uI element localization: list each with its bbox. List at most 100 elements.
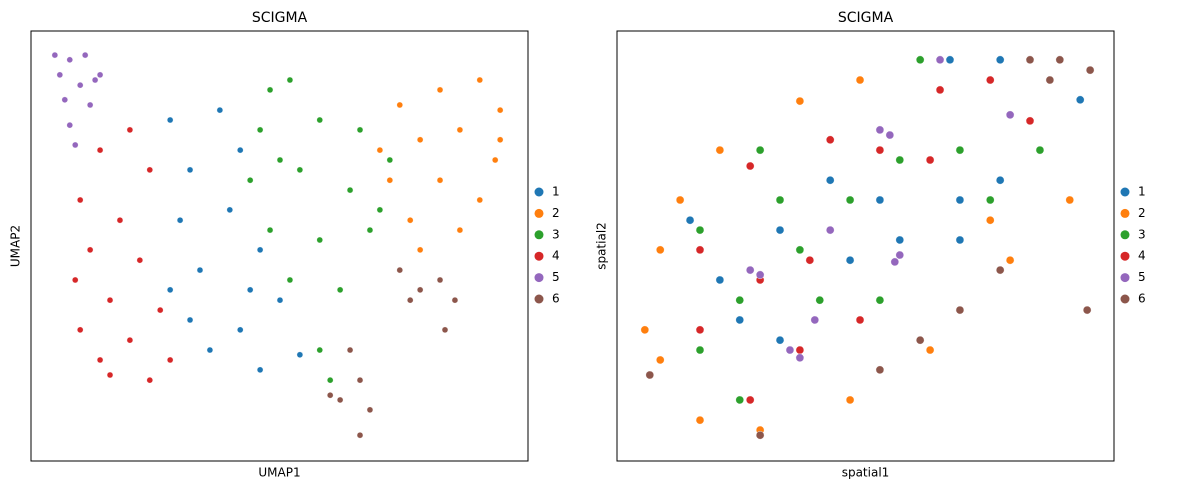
point (266, 226, 274, 234)
point (755, 270, 765, 280)
point (1005, 110, 1015, 120)
point (96, 146, 104, 154)
point (745, 161, 755, 171)
point (96, 356, 104, 364)
point (476, 196, 483, 204)
point (755, 431, 765, 440)
point (945, 55, 955, 65)
point (890, 257, 900, 267)
point (995, 55, 1005, 65)
point (296, 166, 304, 174)
point (237, 146, 244, 154)
point (286, 76, 294, 84)
legend-label: 1 (1138, 185, 1146, 199)
point (376, 206, 384, 214)
y-axis-label: UMAP2 (9, 225, 23, 267)
legend-marker (534, 251, 544, 261)
point (895, 250, 904, 260)
point (755, 145, 765, 155)
point (695, 225, 705, 235)
point (875, 195, 885, 205)
point (72, 276, 79, 284)
point (237, 326, 244, 334)
point (91, 76, 99, 84)
point (366, 406, 374, 414)
point (316, 116, 323, 124)
point (995, 265, 1005, 275)
point (407, 216, 414, 224)
point (476, 76, 483, 84)
point (735, 295, 744, 305)
point (695, 415, 705, 425)
point (955, 195, 965, 205)
legend-marker (1120, 208, 1130, 218)
chart-title: SCIGMA (838, 10, 894, 26)
point (675, 195, 685, 205)
point (186, 316, 194, 324)
point (845, 255, 855, 265)
point (745, 395, 755, 405)
point (875, 365, 885, 375)
point (116, 216, 124, 224)
point (316, 346, 323, 354)
point (925, 345, 935, 355)
point (166, 356, 174, 364)
y-axis-label: spatial2 (595, 222, 609, 270)
point (885, 130, 895, 140)
legend-label: 3 (1138, 227, 1146, 241)
point (995, 176, 1005, 185)
point (826, 225, 835, 235)
point (1065, 195, 1074, 205)
point (456, 126, 464, 134)
point (396, 266, 403, 274)
point (685, 215, 695, 225)
point (346, 346, 354, 354)
point (126, 126, 134, 134)
legend-label: 6 (552, 292, 560, 306)
point (745, 265, 755, 275)
point (1025, 116, 1035, 126)
point (795, 345, 805, 355)
x-axis-label: UMAP1 (258, 466, 300, 480)
point (915, 335, 925, 345)
point (775, 195, 785, 205)
point (895, 155, 904, 165)
legend-label: 2 (552, 206, 560, 220)
axes-frame (616, 30, 1115, 462)
point (935, 85, 945, 95)
chart-title: SCIGMA (252, 10, 308, 26)
point (815, 295, 824, 305)
point (1076, 95, 1085, 105)
point (326, 392, 334, 399)
point (376, 146, 384, 154)
point (276, 156, 284, 164)
legend-label: 3 (552, 227, 560, 241)
point (256, 366, 264, 374)
point (196, 266, 204, 274)
point (875, 295, 885, 305)
point (1035, 145, 1045, 155)
point (166, 116, 174, 124)
point (925, 155, 935, 165)
point (266, 86, 274, 94)
point (441, 326, 449, 334)
point (795, 353, 805, 362)
point (176, 216, 184, 224)
point (56, 71, 64, 79)
point (386, 177, 394, 184)
point (1045, 75, 1055, 85)
point (986, 195, 995, 205)
point (336, 396, 344, 404)
point (1055, 55, 1065, 65)
point (795, 245, 805, 255)
point (356, 126, 364, 134)
point (136, 256, 144, 264)
legend-marker (534, 208, 544, 218)
point (451, 296, 459, 304)
legend-label: 4 (552, 249, 560, 263)
point (256, 126, 264, 134)
point (416, 246, 424, 254)
point (366, 226, 374, 234)
point (157, 306, 164, 314)
